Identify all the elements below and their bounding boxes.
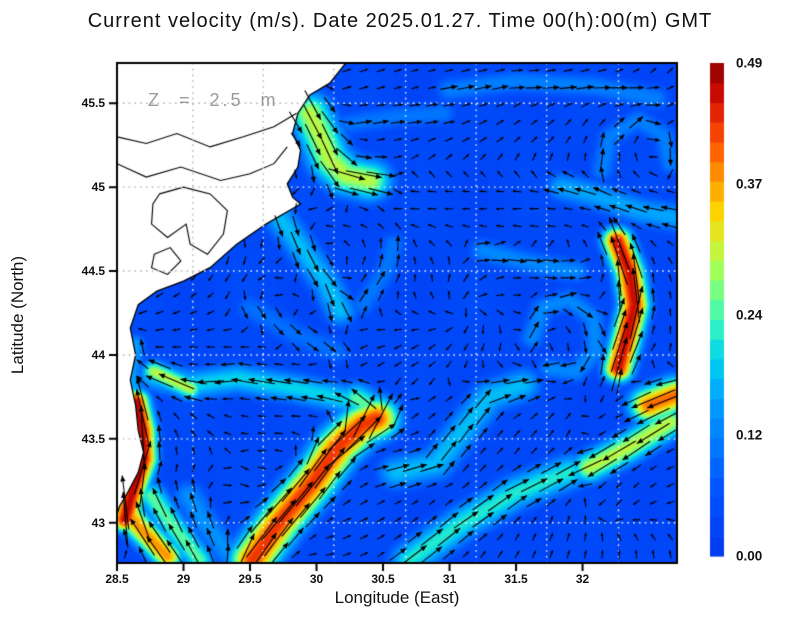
depth-annotation: Z = 2.5 m [148,90,279,110]
x-tick-label: 28.5 [105,572,129,586]
y-axis-label: Latitude (North) [8,255,27,375]
x-tick-label: 31 [442,572,457,586]
colorbar-tick-label: 0.49 [736,55,763,71]
y-tick-label: 44.5 [81,264,105,279]
y-tick-label: 44 [91,347,105,362]
colorbar-tick-label: 0.24 [736,307,763,323]
colorbar-tick-label: 0.00 [736,548,763,564]
y-tick-label: 45.5 [81,96,105,111]
y-tick-label: 45 [91,180,105,195]
colorbar-tick-label: 0.12 [736,427,763,443]
x-tick-label: 29 [176,572,191,586]
x-tick-label: 31.5 [504,572,528,586]
y-tick-label: 43.5 [81,431,105,446]
colorbar-tick-label: 0.37 [736,176,763,192]
y-tick-label: 43 [91,515,105,530]
x-tick-label: 30.5 [371,572,395,586]
x-tick-label: 29.5 [238,572,262,586]
chart-title: Current velocity (m/s). Date 2025.01.27.… [87,10,713,32]
x-tick-label: 32 [575,572,590,586]
x-tick-label: 30 [309,572,324,586]
x-axis-label: Longitude (East) [334,588,460,607]
